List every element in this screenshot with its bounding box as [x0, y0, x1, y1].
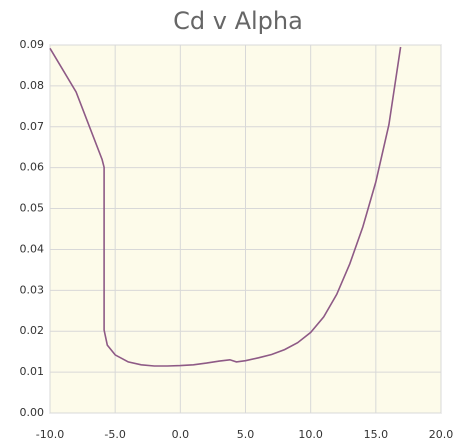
x-tick-label: 5.0 — [237, 428, 255, 441]
data-line — [49, 46, 402, 367]
y-tick-label: 0.04 — [20, 242, 45, 255]
y-tick-label: 0.05 — [20, 202, 45, 215]
x-tick-label: 15.0 — [364, 428, 389, 441]
x-tick-label: 0.0 — [172, 428, 190, 441]
y-tick-label: 0.09 — [20, 38, 45, 51]
y-tick-label: 0.07 — [20, 120, 45, 133]
chart-title: Cd v Alpha — [173, 7, 303, 35]
x-tick-label: -5.0 — [104, 428, 125, 441]
y-tick-label: 0.02 — [20, 324, 45, 337]
x-tick-label: 20.0 — [429, 428, 453, 441]
y-tick-label: 0.03 — [20, 283, 45, 296]
y-tick-label: 0.01 — [20, 365, 45, 378]
y-tick-label: 0.08 — [20, 79, 45, 92]
y-tick-label: 0.06 — [20, 161, 45, 174]
x-tick-label: -10.0 — [36, 428, 64, 441]
y-tick-label: 0.00 — [20, 406, 45, 419]
x-tick-label: 10.0 — [298, 428, 323, 441]
